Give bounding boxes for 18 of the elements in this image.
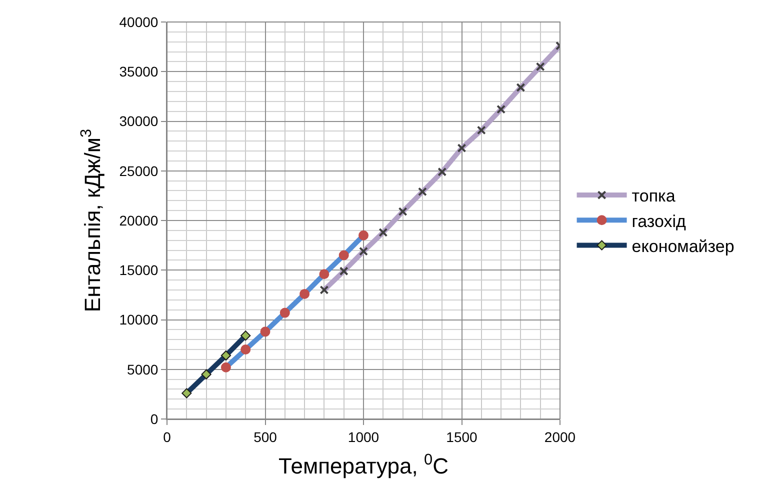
x-tick-label: 500 (254, 428, 278, 445)
y-tick-label: 15000 (119, 262, 158, 278)
x-tick-label: 0 (163, 428, 172, 445)
y-tick-label: 40000 (119, 14, 158, 30)
legend-label: газохід (632, 212, 686, 231)
y-tick-label: 35000 (119, 64, 158, 80)
legend-label: економайзер (632, 236, 734, 256)
y-tick-label: 5000 (127, 361, 158, 378)
x-tick-label: 1000 (348, 428, 380, 445)
x-tick-label: 2000 (544, 428, 576, 445)
y-tick-label: 30000 (119, 113, 158, 130)
x-tick-label: 1500 (446, 428, 478, 445)
legend-label: топка (632, 186, 676, 206)
y-tick-label: 0 (150, 410, 158, 427)
x-axis-title: Температура, $^{0}$C (278, 451, 449, 479)
y-tick-label: 25000 (119, 162, 158, 179)
y-tick-label: 20000 (119, 212, 158, 228)
y-tick-label: 10000 (119, 312, 158, 328)
